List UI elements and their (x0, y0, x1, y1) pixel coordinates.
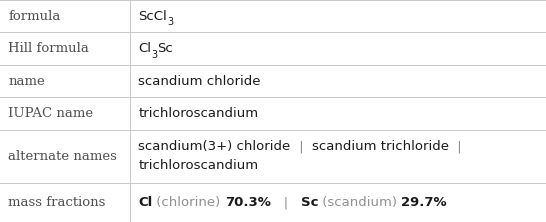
Text: trichloroscandium: trichloroscandium (138, 159, 258, 172)
Text: |: | (295, 140, 312, 153)
Text: IUPAC name: IUPAC name (8, 107, 93, 120)
Text: |: | (271, 196, 301, 209)
Text: formula: formula (8, 10, 61, 23)
Text: (chlorine): (chlorine) (152, 196, 225, 209)
Text: |: | (453, 140, 461, 153)
Text: Sc: Sc (157, 42, 173, 55)
Text: mass fractions: mass fractions (8, 196, 105, 209)
Text: trichloroscandium: trichloroscandium (138, 107, 258, 120)
Text: scandium(3+) chloride: scandium(3+) chloride (138, 140, 290, 153)
Text: Hill formula: Hill formula (8, 42, 89, 55)
Text: Cl: Cl (138, 196, 152, 209)
Text: (scandium): (scandium) (318, 196, 401, 209)
Text: 3: 3 (151, 50, 157, 60)
Text: Sc: Sc (301, 196, 318, 209)
Text: 29.7%: 29.7% (401, 196, 447, 209)
Text: 3: 3 (167, 17, 173, 28)
Text: Cl: Cl (138, 42, 151, 55)
Text: 70.3%: 70.3% (225, 196, 271, 209)
Text: scandium chloride: scandium chloride (138, 75, 260, 87)
Text: name: name (8, 75, 45, 87)
Text: ScCl: ScCl (138, 10, 167, 23)
Text: scandium trichloride: scandium trichloride (312, 140, 449, 153)
Text: alternate names: alternate names (8, 150, 117, 163)
